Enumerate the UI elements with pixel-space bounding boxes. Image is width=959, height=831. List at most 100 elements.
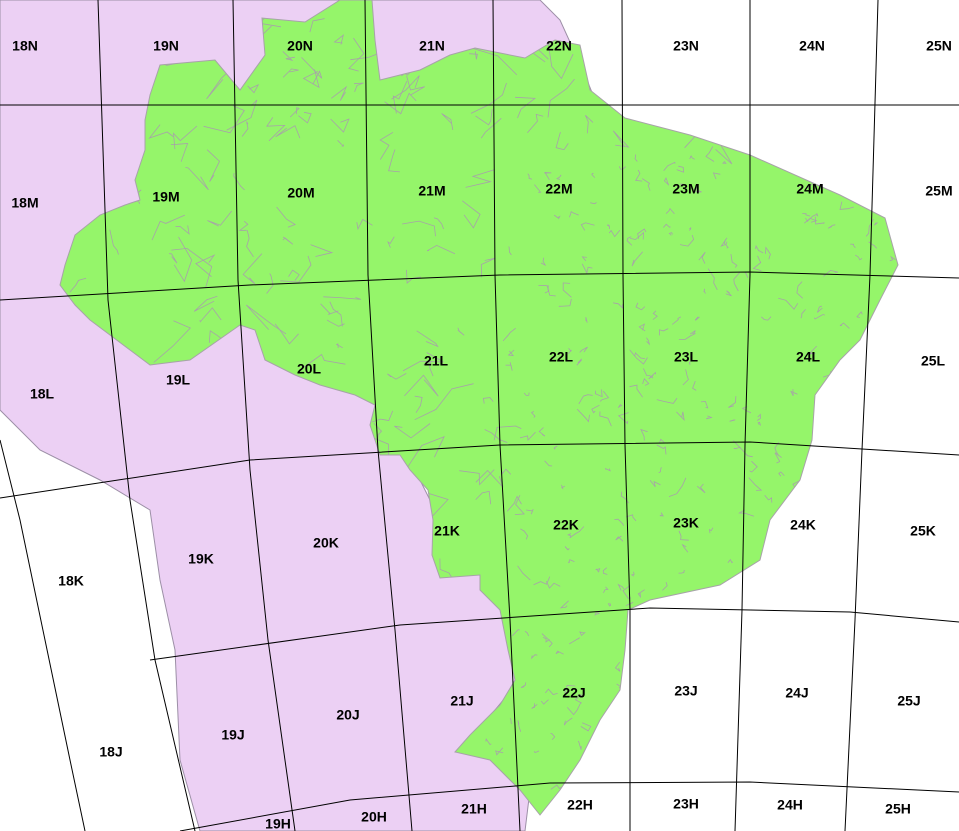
zone-label: 22M <box>545 181 572 197</box>
municipal-boundary <box>465 169 495 188</box>
municipal-boundary <box>813 314 825 320</box>
municipal-boundary <box>333 34 344 45</box>
municipal-boundary <box>591 404 600 414</box>
municipal-boundary <box>246 230 254 258</box>
municipal-boundary <box>634 154 638 162</box>
municipal-boundary <box>517 565 531 581</box>
municipal-boundary <box>109 229 119 255</box>
municipal-boundary <box>69 277 87 293</box>
municipal-boundary <box>527 113 544 134</box>
zone-label: 19H <box>265 816 291 831</box>
municipal-boundary <box>574 694 583 704</box>
municipal-boundary <box>579 346 588 353</box>
municipal-boundary <box>641 178 651 191</box>
municipal-boundary <box>569 526 585 539</box>
municipal-boundary <box>323 296 362 300</box>
municipal-boundary <box>678 333 696 340</box>
municipal-boundary <box>274 323 299 345</box>
municipal-boundary <box>391 75 420 100</box>
municipal-boundary <box>659 512 664 517</box>
municipal-boundary <box>507 349 515 357</box>
municipal-boundary <box>606 224 610 230</box>
municipal-boundary <box>757 421 761 426</box>
zone-label: 25J <box>897 693 920 709</box>
meridian <box>232 0 296 831</box>
municipal-boundary <box>700 400 709 409</box>
municipal-boundary <box>629 349 648 365</box>
municipal-boundary <box>874 222 878 226</box>
zone-label: 21H <box>461 801 487 817</box>
municipal-boundary <box>335 343 343 349</box>
municipal-boundary <box>640 428 648 441</box>
municipal-boundary <box>599 390 610 402</box>
zone-label: 21N <box>419 38 445 54</box>
municipal-boundary <box>722 160 727 164</box>
municipal-boundary <box>689 155 695 160</box>
municipal-boundary <box>387 236 395 248</box>
zone-label: 18N <box>12 38 38 54</box>
municipal-boundary <box>618 166 626 170</box>
municipal-boundary <box>348 37 365 72</box>
zone-label: 20J <box>336 707 359 723</box>
municipal-boundary <box>580 222 595 231</box>
municipal-boundary <box>493 425 522 441</box>
municipal-boundary <box>663 177 670 186</box>
municipal-boundary <box>694 316 700 321</box>
municipal-boundary <box>538 427 546 437</box>
municipal-boundary <box>692 185 702 193</box>
municipal-boundary <box>761 316 772 321</box>
municipal-boundary <box>637 228 647 239</box>
municipal-boundary <box>555 650 564 655</box>
municipal-boundary <box>416 330 439 348</box>
municipal-boundary <box>545 688 558 695</box>
municipal-boundary <box>634 352 645 359</box>
municipal-boundary <box>678 569 685 574</box>
municipal-boundary <box>439 558 453 579</box>
municipal-boundary <box>168 253 178 264</box>
municipal-boundary <box>520 682 527 688</box>
municipal-boundary <box>276 206 296 228</box>
municipal-boundary <box>379 131 394 160</box>
municipal-boundary <box>752 255 762 271</box>
municipal-boundary <box>748 477 763 491</box>
municipal-boundary <box>778 297 799 310</box>
zone-label: 22N <box>546 38 572 54</box>
municipal-boundary <box>289 107 300 118</box>
municipal-boundary <box>578 394 593 405</box>
municipal-boundary <box>696 483 706 494</box>
municipal-boundary <box>247 84 260 94</box>
municipal-boundary <box>563 717 573 726</box>
municipal-boundary <box>509 717 512 725</box>
zone-label: 23N <box>673 38 699 54</box>
municipal-boundary <box>681 543 689 553</box>
zone-label: 21J <box>450 693 473 709</box>
municipal-boundary <box>470 82 507 114</box>
zone-label: 21K <box>434 523 460 539</box>
zone-label: 25M <box>925 183 952 199</box>
municipal-boundary <box>663 161 676 171</box>
zone-label: 24L <box>796 349 821 365</box>
municipal-boundary <box>602 567 608 575</box>
zone-label: 19J <box>221 727 244 743</box>
municipal-boundary <box>727 558 734 564</box>
municipal-boundary <box>542 636 550 643</box>
zone-label: 22J <box>562 685 585 701</box>
municipal-boundary <box>728 396 737 408</box>
zone-label: 24H <box>777 797 803 813</box>
municipal-boundary <box>576 408 590 423</box>
municipal-boundary <box>329 301 343 327</box>
zone-label: 22K <box>553 517 579 533</box>
municipal-boundary <box>708 527 714 534</box>
municipal-boundary <box>394 423 431 439</box>
municipal-boundary <box>642 378 650 386</box>
municipal-boundary <box>541 633 553 648</box>
municipal-boundary <box>778 471 785 477</box>
municipal-boundary <box>749 460 758 473</box>
municipal-boundary <box>613 302 624 310</box>
zone-labels: 18N 19N 20N 21N 22N 23N 24N 25N 18M 19M … <box>11 38 952 831</box>
municipal-boundary <box>676 165 685 173</box>
meridian <box>364 0 413 831</box>
municipal-boundary <box>755 244 764 254</box>
municipal-boundary <box>688 361 691 365</box>
